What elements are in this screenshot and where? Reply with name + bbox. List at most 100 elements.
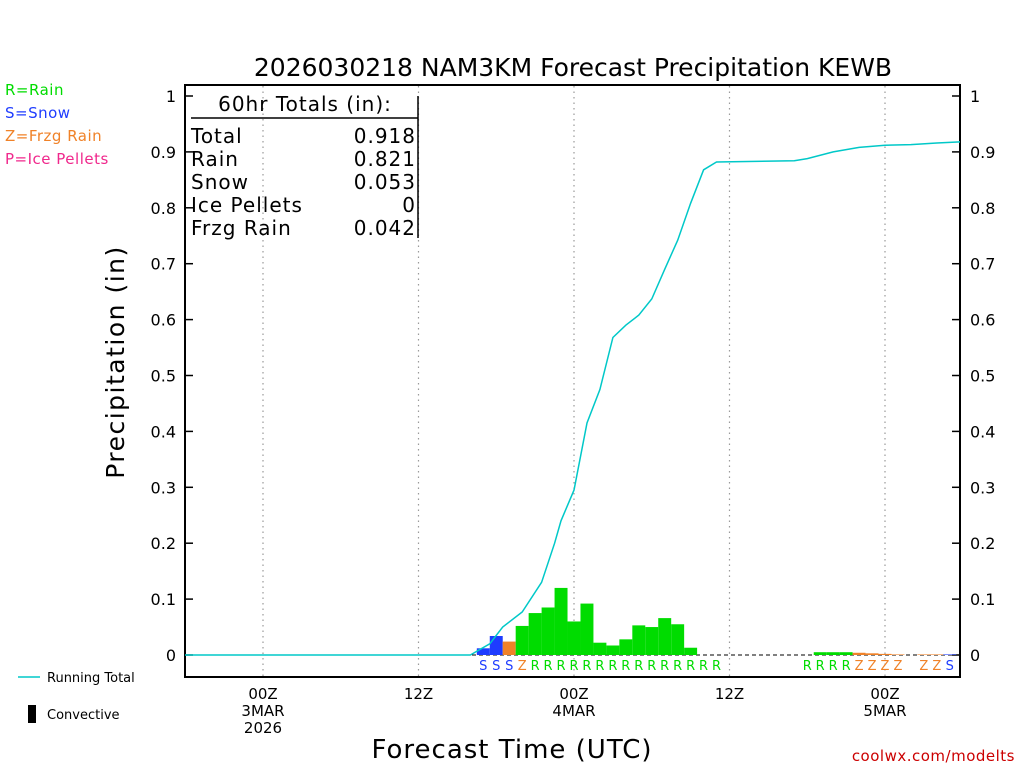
convective-legend-swatch (28, 705, 36, 723)
y-tick-label-left: 0.7 (151, 255, 176, 274)
totals-label: Rain (191, 147, 239, 171)
y-tick-label-right: 0.5 (970, 367, 995, 386)
precip-bar (580, 603, 594, 655)
y-tick-label-left: 0.8 (151, 199, 176, 218)
x-axis-title: Forecast Time (UTC) (371, 735, 652, 765)
y-tick-label-right: 0.4 (970, 422, 995, 441)
precip-bar (645, 627, 659, 655)
precip-type-letter: Z (868, 659, 877, 674)
precip-type-letter: R (531, 659, 540, 674)
x-tick-label: 3MAR (241, 702, 284, 720)
y-tick-label-right: 0.9 (970, 143, 995, 162)
totals-value: 0.042 (354, 216, 416, 240)
totals-value: 0.053 (354, 170, 416, 194)
legend-ice-pellets: P=Ice Pellets (5, 150, 109, 168)
precip-bar (619, 639, 633, 655)
credit-text: coolwx.com/modelts (852, 747, 1015, 765)
precip-bar (528, 613, 542, 655)
convective-legend-label: Convective (47, 708, 120, 723)
totals-value: 0.821 (354, 147, 416, 171)
precip-bar (813, 652, 827, 655)
precip-bar (917, 654, 931, 655)
totals-label: Frzg Rain (191, 216, 292, 240)
precip-type-letter: R (803, 659, 812, 674)
precip-type-letter: R (842, 659, 851, 674)
precip-type-letter: R (595, 659, 604, 674)
precip-bar (852, 652, 866, 655)
precip-type-letter: R (621, 659, 630, 674)
y-axis-title: Precipitation (in) (101, 245, 130, 479)
precip-bar (515, 625, 529, 655)
precip-type-letter: Z (894, 659, 903, 674)
precip-bar (476, 648, 490, 655)
y-tick-label-right: 0.2 (970, 534, 995, 553)
totals-label: Snow (191, 170, 249, 194)
y-tick-label-left: 0.2 (151, 534, 176, 553)
precip-bar (684, 647, 698, 655)
precip-bar (554, 587, 568, 655)
x-tick-label: 2026 (244, 719, 282, 737)
y-tick-label-right: 0.7 (970, 255, 995, 274)
precip-bar (878, 653, 892, 655)
precip-type-letter: Z (518, 659, 527, 674)
x-tick-label: 12Z (404, 685, 433, 703)
legend-rain: R=Rain (5, 81, 64, 99)
y-tick-label-right: 0.6 (970, 311, 995, 330)
precip-type-letter: S (946, 659, 954, 674)
totals-header: 60hr Totals (in): (218, 92, 392, 116)
precip-type-letter: R (557, 659, 566, 674)
precip-type-letter: Z (932, 659, 941, 674)
x-tick-label: 00Z (559, 685, 588, 703)
precip-bar (839, 652, 853, 655)
precip-type-letter: Z (855, 659, 864, 674)
precip-type-letter: R (634, 659, 643, 674)
y-tick-label-left: 0.3 (151, 478, 176, 497)
precip-type-letter: S (479, 659, 487, 674)
totals-value: 0.918 (354, 124, 416, 148)
precip-bar (606, 645, 620, 655)
x-tick-label: 4MAR (552, 702, 595, 720)
precip-bar (671, 624, 685, 655)
precip-type-letter: R (647, 659, 656, 674)
precip-type-letter: Z (881, 659, 890, 674)
precip-type-letter: R (686, 659, 695, 674)
y-tick-label-right: 1 (970, 87, 980, 106)
precip-type-letter: Z (919, 659, 928, 674)
precip-bar (489, 635, 503, 655)
y-tick-label-right: 0.8 (970, 199, 995, 218)
precip-type-letter: R (699, 659, 708, 674)
precip-type-letter: S (505, 659, 513, 674)
precip-bar (930, 654, 944, 655)
precip-type-letter: R (544, 659, 553, 674)
running-total-legend-label: Running Total (47, 671, 135, 686)
x-tick-label: 00Z (870, 685, 899, 703)
y-tick-label-right: 0.1 (970, 590, 995, 609)
y-tick-label-right: 0.3 (970, 478, 995, 497)
precip-type-letter: R (673, 659, 682, 674)
precip-bar (658, 618, 672, 655)
y-tick-label-right: 0 (970, 646, 980, 665)
precip-type-letter: R (608, 659, 617, 674)
precip-bar (541, 607, 555, 655)
x-tick-label: 12Z (715, 685, 744, 703)
y-tick-label-left: 0.1 (151, 590, 176, 609)
totals-value: 0 (402, 193, 416, 217)
precip-bar (891, 654, 905, 655)
legend-freezing-rain: Z=Frzg Rain (5, 127, 103, 145)
precip-type-letter: R (829, 659, 838, 674)
y-tick-label-left: 0 (166, 646, 176, 665)
running-total-line (185, 141, 960, 656)
precip-bar (826, 652, 840, 655)
precip-type-letter: R (582, 659, 591, 674)
precip-bar (632, 625, 646, 655)
precip-type-letter: R (712, 659, 721, 674)
precip-type-letter: R (660, 659, 669, 674)
precip-type-letter: R (569, 659, 578, 674)
precip-bar (865, 653, 879, 655)
plot-frame (184, 84, 961, 678)
legend-snow: S=Snow (5, 104, 71, 122)
y-tick-label-left: 0.9 (151, 143, 176, 162)
x-tick-label: 00Z (248, 685, 277, 703)
chart-title: 2026030218 NAM3KM Forecast Precipitation… (254, 53, 892, 82)
